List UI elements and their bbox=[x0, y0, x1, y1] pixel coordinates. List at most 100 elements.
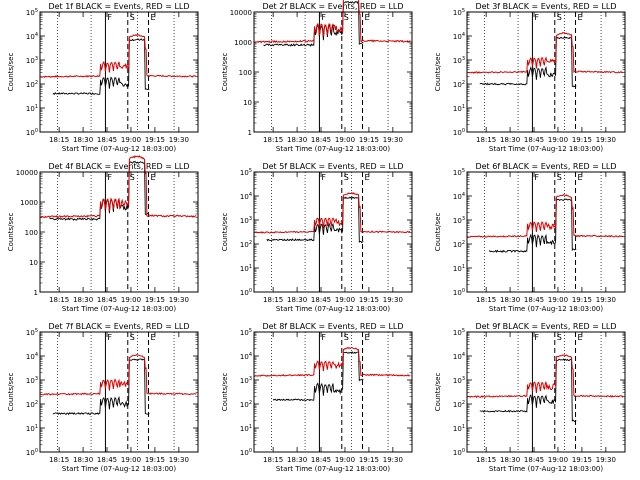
series-events-line bbox=[49, 160, 150, 221]
y-tick-label: 1 bbox=[34, 289, 38, 297]
y-tick-label: 100 bbox=[25, 229, 38, 237]
x-tick-label: 19:00 bbox=[335, 136, 355, 144]
panel-title: Det 2f BLACK = Events, RED = LLD bbox=[262, 2, 403, 11]
panel-title: Det 6f BLACK = Events, RED = LLD bbox=[475, 162, 616, 171]
flag-label: F bbox=[321, 13, 326, 22]
y-axis-label: Counts/sec bbox=[221, 213, 229, 252]
y-tick-label: 100 bbox=[239, 69, 252, 77]
flag-label: S bbox=[130, 333, 135, 342]
y-axis-label: Counts/sec bbox=[434, 213, 442, 252]
y-tick-label: 104 bbox=[26, 32, 38, 41]
y-tick-label: 101 bbox=[453, 424, 465, 433]
series-events-line bbox=[479, 358, 577, 423]
panel-title: Det 8f BLACK = Events, RED = LLD bbox=[262, 322, 403, 331]
panel-det-1: Det 1f BLACK = Events, RED = LLD 100 101 10… bbox=[7, 2, 199, 153]
x-tick-label: 19:00 bbox=[335, 296, 355, 304]
x-tick-label: 18:45 bbox=[97, 136, 117, 144]
panel-det-5: Det 5f BLACK = Events, RED = LLD 100 101 10… bbox=[221, 162, 413, 313]
y-axis-label: Counts/sec bbox=[7, 213, 15, 252]
y-tick-label: 102 bbox=[240, 400, 252, 409]
y-tick-label: 1000 bbox=[234, 39, 252, 47]
flag-label: E bbox=[365, 13, 370, 22]
x-axis-label: Start Time (07-Aug-12 18:03:00) bbox=[489, 305, 603, 313]
series-events-line bbox=[266, 196, 364, 244]
x-tick-label: 18:30 bbox=[500, 296, 520, 304]
flag-label: E bbox=[365, 333, 370, 342]
panel-title: Det 1f BLACK = Events, RED = LLD bbox=[48, 2, 189, 11]
x-tick-label: 19:30 bbox=[596, 136, 616, 144]
plot-frame bbox=[253, 171, 413, 293]
x-tick-label: 18:45 bbox=[524, 296, 544, 304]
plot-frame bbox=[39, 331, 199, 453]
flag-label: S bbox=[344, 13, 349, 22]
panel-title: Det 3f BLACK = Events, RED = LLD bbox=[475, 2, 616, 11]
y-tick-label: 104 bbox=[453, 32, 465, 41]
x-tick-label: 18:45 bbox=[524, 456, 544, 464]
flag-label: S bbox=[344, 173, 349, 182]
y-tick-label: 100 bbox=[240, 448, 252, 457]
y-tick-label: 105 bbox=[26, 328, 38, 337]
y-tick-label: 10 bbox=[29, 259, 38, 267]
x-tick-label: 18:15 bbox=[263, 296, 283, 304]
y-tick-label: 1000 bbox=[20, 199, 38, 207]
x-tick-label: 18:15 bbox=[49, 136, 69, 144]
y-tick-label: 100 bbox=[453, 288, 465, 297]
series-lld-line bbox=[466, 193, 624, 238]
series-events-line bbox=[479, 36, 577, 88]
series-lld-line bbox=[253, 346, 411, 377]
flag-label: S bbox=[557, 173, 562, 182]
x-tick-label: 18:15 bbox=[476, 456, 496, 464]
plot-frame bbox=[39, 11, 199, 133]
panel-det-2: Det 2f BLACK = Events, RED = LLD 1 10 100 10… bbox=[221, 0, 413, 153]
x-tick-label: 18:45 bbox=[311, 136, 331, 144]
y-tick-label: 10 bbox=[243, 99, 252, 107]
y-tick-label: 101 bbox=[453, 104, 465, 113]
flag-label: F bbox=[534, 13, 539, 22]
flag-label: F bbox=[107, 13, 112, 22]
x-tick-label: 19:15 bbox=[145, 296, 165, 304]
x-tick-label: 18:30 bbox=[287, 136, 307, 144]
x-tick-label: 18:30 bbox=[500, 456, 520, 464]
series-lld-line bbox=[466, 32, 624, 74]
series-lld-line bbox=[39, 33, 197, 79]
y-tick-label: 104 bbox=[26, 352, 38, 361]
x-tick-label: 18:30 bbox=[73, 456, 93, 464]
y-tick-label: 101 bbox=[26, 424, 38, 433]
y-axis-label: Counts/sec bbox=[7, 53, 15, 92]
flag-label: E bbox=[151, 333, 156, 342]
y-tick-label: 101 bbox=[240, 424, 252, 433]
x-tick-label: 19:15 bbox=[359, 456, 379, 464]
x-tick-label: 18:30 bbox=[73, 136, 93, 144]
x-tick-label: 18:15 bbox=[263, 136, 283, 144]
y-tick-label: 100 bbox=[26, 448, 38, 457]
y-tick-label: 102 bbox=[26, 80, 38, 89]
series-events-line bbox=[52, 38, 150, 96]
x-tick-label: 18:15 bbox=[476, 296, 496, 304]
y-tick-label: 104 bbox=[453, 192, 465, 201]
y-tick-label: 104 bbox=[453, 352, 465, 361]
x-axis-label: Start Time (07-Aug-12 18:03:00) bbox=[489, 465, 603, 473]
series-events-line bbox=[52, 358, 150, 416]
x-tick-label: 18:45 bbox=[97, 296, 117, 304]
flag-label: E bbox=[365, 173, 370, 182]
series-events-line bbox=[488, 197, 577, 253]
series-events-line bbox=[272, 351, 364, 402]
plot-frame bbox=[253, 331, 413, 453]
series-lld-line bbox=[253, 192, 411, 234]
y-tick-label: 105 bbox=[240, 328, 252, 337]
flag-label: E bbox=[578, 13, 583, 22]
y-tick-label: 105 bbox=[240, 168, 252, 177]
panel-det-6: Det 6f BLACK = Events, RED = LLD 100 101 10… bbox=[434, 162, 626, 313]
y-tick-label: 102 bbox=[26, 400, 38, 409]
y-tick-label: 103 bbox=[240, 376, 252, 385]
y-tick-label: 10000 bbox=[230, 9, 252, 17]
panel-det-4: Det 4f BLACK = Events, RED = LLD 1 10 100 10… bbox=[7, 154, 199, 313]
plot-frame bbox=[466, 171, 626, 293]
y-axis-label: Counts/sec bbox=[221, 53, 229, 92]
x-tick-label: 18:15 bbox=[263, 456, 283, 464]
y-tick-label: 102 bbox=[453, 400, 465, 409]
y-tick-label: 101 bbox=[240, 264, 252, 273]
y-tick-label: 103 bbox=[453, 56, 465, 65]
flag-label: S bbox=[557, 13, 562, 22]
